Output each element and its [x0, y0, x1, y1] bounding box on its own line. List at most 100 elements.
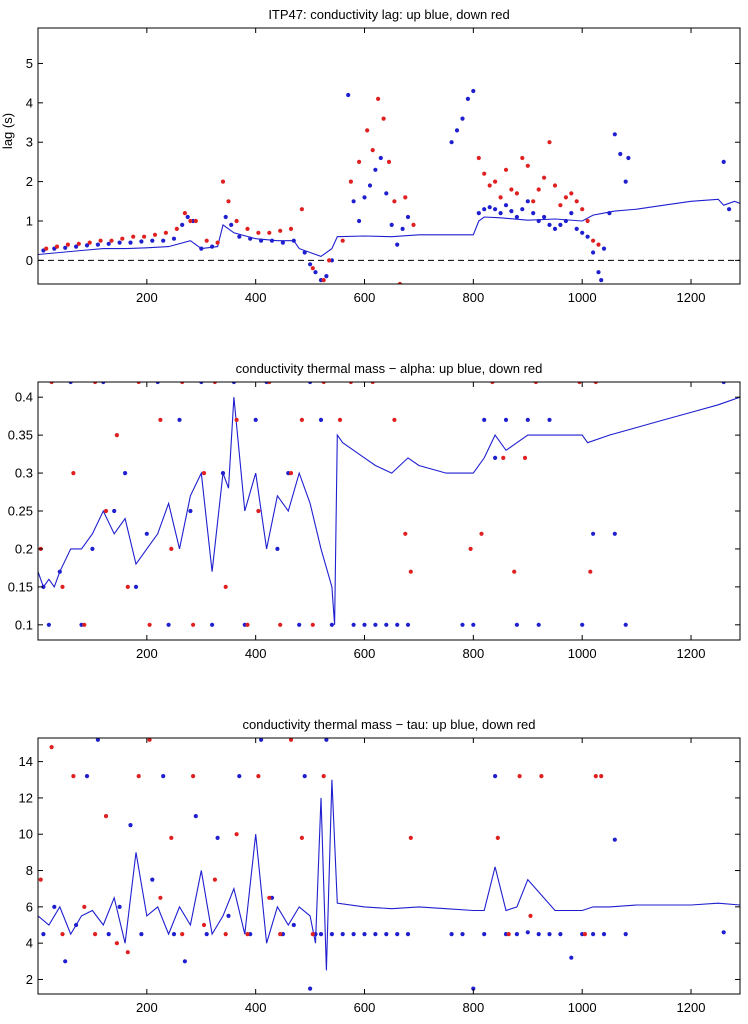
data-point-down — [109, 238, 114, 243]
data-point-down — [163, 230, 168, 235]
data-point-up — [471, 986, 476, 991]
data-point-down — [536, 187, 541, 192]
data-point-down — [563, 195, 569, 200]
data-point-down — [403, 531, 408, 536]
data-point-down — [44, 246, 49, 251]
data-point-up — [128, 823, 133, 828]
y-tick-label: 4 — [26, 936, 33, 951]
x-tick-label: 200 — [136, 646, 158, 661]
data-point-up — [482, 932, 487, 937]
chart-panel-lag: ITP47: conductivity lag: up blue, down r… — [0, 7, 741, 305]
data-point-down — [267, 382, 272, 385]
data-point-down — [188, 218, 193, 224]
data-point-down — [103, 814, 109, 819]
data-point-down — [408, 835, 413, 841]
data-point-down — [191, 622, 196, 627]
data-point-down — [577, 382, 582, 385]
data-point-down — [288, 738, 294, 742]
data-point-up — [552, 226, 558, 231]
chart-panel-tau: conductivity thermal mass − tau: up blue… — [19, 717, 741, 1015]
data-point-down — [397, 281, 402, 284]
data-point-up — [123, 471, 128, 476]
data-point-up — [362, 195, 367, 200]
data-point-down — [520, 155, 525, 161]
data-point-down — [71, 471, 76, 476]
data-point-up — [498, 211, 503, 216]
data-point-up — [112, 508, 117, 514]
data-point-up — [721, 159, 726, 164]
data-point-down — [158, 417, 163, 422]
data-point-down — [256, 508, 261, 514]
data-point-down — [365, 128, 370, 133]
data-point-up — [493, 207, 498, 212]
data-point-up — [74, 922, 79, 928]
data-point-up — [302, 774, 307, 779]
data-point-up — [623, 179, 628, 184]
data-point-down — [114, 941, 119, 946]
data-point-down — [386, 159, 392, 164]
data-point-up — [482, 417, 487, 422]
y-tick-label: 3 — [26, 135, 33, 150]
data-point-up — [308, 262, 313, 267]
data-point-up — [204, 932, 209, 937]
data-point-down — [125, 584, 130, 590]
data-point-down — [479, 531, 484, 536]
x-tick-label: 800 — [462, 290, 484, 305]
data-point-down — [299, 417, 304, 422]
data-point-up — [580, 622, 585, 627]
y-tick-label: 2 — [26, 972, 33, 987]
x-tick-label: 400 — [245, 646, 267, 661]
data-point-down — [93, 382, 98, 385]
data-point-up — [623, 932, 628, 937]
data-point-up — [607, 211, 612, 216]
data-point-up — [229, 222, 234, 227]
data-point-up — [297, 622, 302, 627]
data-point-up — [318, 417, 324, 422]
data-point-down — [49, 382, 54, 385]
data-point-up — [84, 243, 90, 248]
data-point-up — [591, 531, 596, 536]
data-point-up — [623, 622, 628, 627]
data-point-down — [539, 774, 544, 779]
data-point-down — [517, 774, 522, 779]
data-point-up — [133, 584, 139, 590]
data-point-up — [727, 207, 732, 212]
data-point-up — [182, 959, 187, 964]
data-point-up — [291, 238, 296, 243]
x-tick-label: 600 — [354, 1000, 376, 1015]
data-point-down — [381, 116, 386, 121]
data-point-up — [626, 155, 631, 161]
data-point-up — [531, 211, 536, 216]
data-point-up — [471, 88, 476, 94]
data-point-up — [367, 183, 373, 188]
data-point-up — [389, 222, 394, 227]
data-point-down — [482, 171, 487, 176]
data-point-down — [501, 455, 506, 460]
data-point-up — [351, 622, 356, 627]
y-tick-label: 4 — [26, 95, 33, 110]
data-point-down — [403, 195, 408, 200]
y-tick-label: 0.25 — [8, 504, 33, 519]
data-point-down — [569, 191, 574, 196]
data-point-down — [98, 238, 103, 243]
data-point-down — [54, 244, 60, 249]
chart-panel-alpha: conductivity thermal mass − alpha: up bl… — [8, 361, 741, 661]
plot-area — [38, 738, 740, 991]
data-point-up — [84, 774, 90, 779]
data-point-up — [95, 242, 100, 247]
x-tick-label: 200 — [136, 290, 158, 305]
data-point-up — [449, 932, 454, 937]
data-point-down — [525, 163, 530, 168]
series-points-down — [38, 738, 604, 955]
data-point-down — [234, 417, 239, 422]
y-tick-label: 0.15 — [8, 579, 33, 594]
data-point-up — [471, 622, 476, 627]
data-point-up — [542, 214, 547, 220]
data-point-down — [588, 569, 593, 574]
data-point-up — [150, 877, 155, 882]
y-tick-label: 10 — [19, 827, 33, 842]
y-tick-label: 6 — [26, 899, 33, 914]
data-point-up — [525, 930, 530, 935]
data-point-up — [280, 240, 285, 245]
data-point-up — [139, 239, 144, 244]
